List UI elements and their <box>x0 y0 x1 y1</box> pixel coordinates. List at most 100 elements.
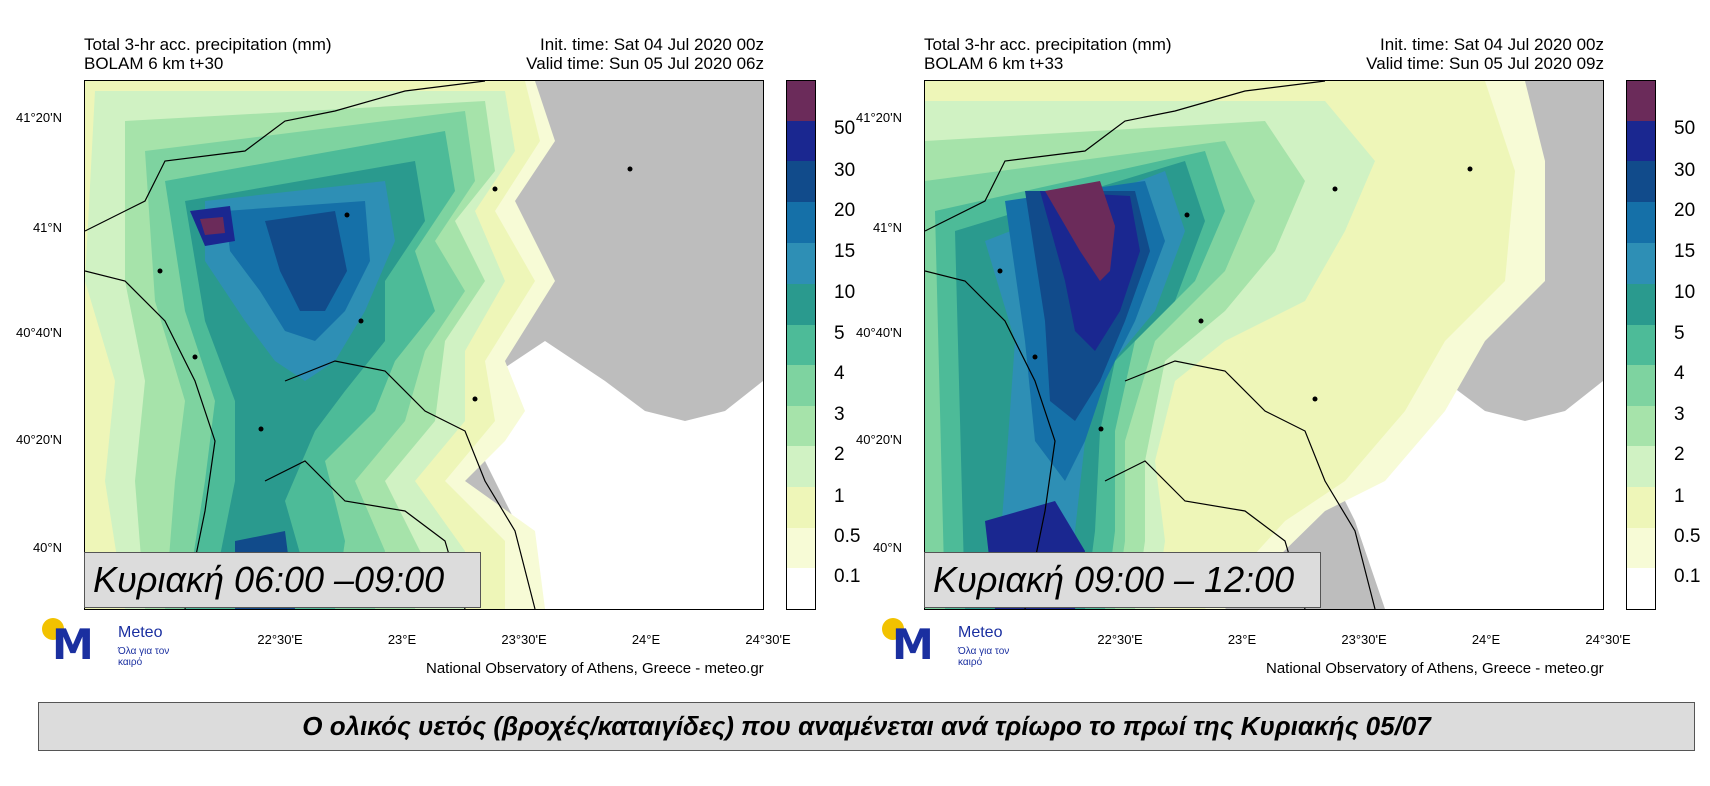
map-panel-left: Total 3-hr acc. precipitation (mm) BOLAM… <box>0 0 860 700</box>
colorbar-label: 10 <box>834 282 856 303</box>
colorbar-swatch <box>787 446 815 487</box>
map-panel-right: Total 3-hr acc. precipitation (mm) BOLAM… <box>840 0 1700 700</box>
colorbar-swatch <box>787 243 815 284</box>
colorbar-label: 15 <box>1674 241 1696 262</box>
colorbar-label: 2 <box>834 444 845 465</box>
lon-label: 23°E <box>1227 632 1257 647</box>
colorbar-swatch <box>787 487 815 528</box>
valid-time: Valid time: Sun 05 Jul 2020 09z <box>1366 54 1604 73</box>
time-range-label: Κυριακή 09:00 – 12:00 <box>924 552 1321 608</box>
colorbar-label: 0.1 <box>1674 566 1701 587</box>
logo-slogan: Όλα για τον καιρό <box>958 646 1010 668</box>
logo-sun-icon <box>42 618 64 640</box>
logo-m-icon: M <box>52 620 94 669</box>
lat-label: 40°N <box>32 540 62 555</box>
title-model: BOLAM 6 km t+30 <box>84 54 224 73</box>
logo-m-icon: M <box>892 620 934 669</box>
colorbar-label: 1 <box>834 486 845 507</box>
colorbar-swatch <box>1627 365 1655 406</box>
colorbar-label: 5 <box>834 323 845 344</box>
lon-label: 24°E <box>1471 632 1501 647</box>
init-time: Init. time: Sat 04 Jul 2020 00z <box>540 35 764 54</box>
colorbar-swatch <box>1627 446 1655 487</box>
colorbar-swatch <box>1627 325 1655 365</box>
colorbar-swatch <box>787 81 815 121</box>
lon-label: 24°30'E <box>745 632 791 647</box>
panel-time-info: Init. time: Sat 04 Jul 2020 00z Valid ti… <box>500 35 764 73</box>
colorbar-label: 0.1 <box>834 566 861 587</box>
colorbar-swatch <box>1627 284 1655 325</box>
meteo-logo: M Meteo Όλα για τον καιρό <box>880 614 1020 668</box>
colorbar-label: 0.5 <box>1674 526 1701 547</box>
caption-banner: Ο ολικός υετός (βροχές/καταιγίδες) που α… <box>38 702 1695 751</box>
colorbar-label: 20 <box>1674 200 1696 221</box>
colorbar-swatch <box>787 121 815 161</box>
lat-label: 40°20'N <box>16 432 62 447</box>
valid-time: Valid time: Sun 05 Jul 2020 06z <box>526 54 764 73</box>
colorbar-swatch <box>1627 568 1655 608</box>
lat-label: 40°40'N <box>16 325 62 340</box>
logo-name: Meteo <box>118 624 163 641</box>
time-range-label: Κυριακή 06:00 –09:00 <box>84 552 481 608</box>
lat-label: 41°N <box>872 220 902 235</box>
colorbar <box>1626 80 1656 610</box>
lon-label: 23°30'E <box>1341 632 1387 647</box>
init-time: Init. time: Sat 04 Jul 2020 00z <box>1380 35 1604 54</box>
colorbar-label: 3 <box>1674 404 1685 425</box>
logo-sun-icon <box>882 618 904 640</box>
precipitation-map <box>84 80 764 610</box>
lon-label: 24°30'E <box>1585 632 1631 647</box>
colorbar-label: 20 <box>834 200 856 221</box>
lat-label: 40°40'N <box>856 325 902 340</box>
lon-label: 23°30'E <box>501 632 547 647</box>
panel-time-info: Init. time: Sat 04 Jul 2020 00z Valid ti… <box>1340 35 1604 73</box>
lon-label: 24°E <box>631 632 661 647</box>
lat-label: 41°N <box>32 220 62 235</box>
lat-label: 40°20'N <box>856 432 902 447</box>
colorbar-swatch <box>787 284 815 325</box>
colorbar-swatch <box>1627 202 1655 243</box>
colorbar-label: 3 <box>834 404 845 425</box>
precipitation-map <box>924 80 1604 610</box>
colorbar-swatch <box>787 325 815 365</box>
colorbar-swatch <box>787 202 815 243</box>
colorbar-swatch <box>787 528 815 568</box>
colorbar-swatch <box>1627 243 1655 284</box>
lon-label: 23°E <box>387 632 417 647</box>
colorbar-label: 2 <box>1674 444 1685 465</box>
meteo-logo: M Meteo Όλα για τον καιρό <box>40 614 180 668</box>
panel-title-left: Total 3-hr acc. precipitation (mm) BOLAM… <box>924 35 1172 73</box>
colorbar-label: 4 <box>1674 363 1685 384</box>
colorbar-label: 15 <box>834 241 856 262</box>
colorbar-swatch <box>787 406 815 446</box>
colorbar-label: 4 <box>834 363 845 384</box>
colorbar-label: 10 <box>1674 282 1696 303</box>
logo-slogan: Όλα για τον καιρό <box>118 646 170 668</box>
panel-title-left: Total 3-hr acc. precipitation (mm) BOLAM… <box>84 35 332 73</box>
colorbar-swatch <box>1627 406 1655 446</box>
colorbar-label: 30 <box>834 160 856 181</box>
colorbar-swatch <box>1627 121 1655 161</box>
credit-text: National Observatory of Athens, Greece -… <box>1266 660 1604 677</box>
colorbar-swatch <box>787 365 815 406</box>
colorbar-label: 50 <box>1674 118 1696 139</box>
title-variable: Total 3-hr acc. precipitation (mm) <box>924 35 1172 54</box>
colorbar <box>786 80 816 610</box>
title-model: BOLAM 6 km t+33 <box>924 54 1064 73</box>
colorbar-label: 30 <box>1674 160 1696 181</box>
colorbar-swatch <box>1627 161 1655 202</box>
lat-label: 41°20'N <box>16 110 62 125</box>
colorbar-label: 50 <box>834 118 856 139</box>
colorbar-label: 5 <box>1674 323 1685 344</box>
colorbar-swatch <box>787 161 815 202</box>
lat-label: 41°20'N <box>856 110 902 125</box>
colorbar-swatch <box>787 568 815 608</box>
colorbar-swatch <box>1627 487 1655 528</box>
colorbar-label: 1 <box>1674 486 1685 507</box>
logo-name: Meteo <box>958 624 1003 641</box>
colorbar-swatch <box>1627 528 1655 568</box>
colorbar-swatch <box>1627 81 1655 121</box>
colorbar-label: 0.5 <box>834 526 861 547</box>
credit-text: National Observatory of Athens, Greece -… <box>426 660 764 677</box>
title-variable: Total 3-hr acc. precipitation (mm) <box>84 35 332 54</box>
